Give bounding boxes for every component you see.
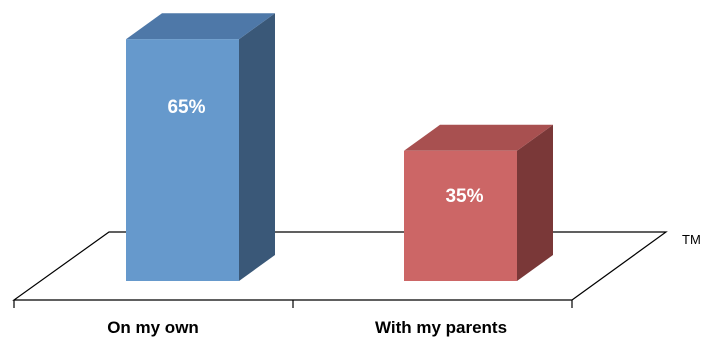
data-label: 35% <box>445 186 483 207</box>
bar-front <box>404 150 517 281</box>
bar: 35% <box>404 124 553 281</box>
category-label: With my parents <box>375 318 507 337</box>
bar-side <box>239 13 275 281</box>
data-label: 65% <box>167 97 205 118</box>
chart-floor <box>12 231 668 301</box>
category-label: On my own <box>107 318 199 337</box>
bar-top <box>126 13 275 40</box>
category-labels: On my own With my parents <box>107 318 507 337</box>
bar-series: 65% 35% <box>126 13 553 282</box>
bar-side <box>517 124 553 281</box>
bar: 65% <box>126 13 275 282</box>
bar-front <box>126 39 239 282</box>
bar-top <box>404 124 553 151</box>
category-axis <box>13 300 573 308</box>
trademark-label: TM <box>682 232 701 247</box>
